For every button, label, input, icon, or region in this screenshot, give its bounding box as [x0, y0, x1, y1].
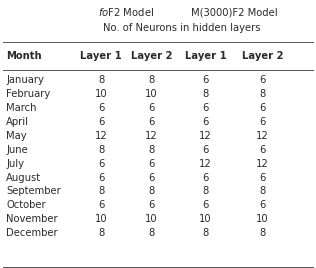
Text: 6: 6: [259, 200, 265, 210]
Text: 6: 6: [149, 103, 155, 113]
Text: 8: 8: [259, 228, 265, 238]
Text: 10: 10: [199, 214, 212, 224]
Text: 12: 12: [199, 131, 212, 141]
Text: Layer 1: Layer 1: [185, 51, 226, 61]
Text: 12: 12: [199, 159, 212, 169]
Text: 8: 8: [98, 187, 104, 196]
Text: Layer 2: Layer 2: [241, 51, 283, 61]
Text: 6: 6: [98, 159, 104, 169]
Text: Month: Month: [6, 51, 42, 61]
Text: 6: 6: [98, 173, 104, 183]
Text: 6: 6: [149, 159, 155, 169]
Text: 6: 6: [259, 117, 265, 127]
Text: 8: 8: [202, 187, 209, 196]
Text: 6: 6: [202, 117, 209, 127]
Text: 8: 8: [149, 145, 155, 155]
Text: 12: 12: [95, 131, 107, 141]
Text: 8: 8: [149, 228, 155, 238]
Text: 6: 6: [259, 75, 265, 85]
Text: May: May: [6, 131, 27, 141]
Text: No. of Neurons in hidden layers: No. of Neurons in hidden layers: [103, 23, 260, 33]
Text: December: December: [6, 228, 58, 238]
Text: 8: 8: [98, 75, 104, 85]
Text: September: September: [6, 187, 61, 196]
Text: 10: 10: [95, 214, 107, 224]
Text: 10: 10: [95, 89, 107, 99]
Text: 8: 8: [149, 75, 155, 85]
Text: 6: 6: [98, 200, 104, 210]
Text: 6: 6: [202, 173, 209, 183]
Text: 6: 6: [149, 173, 155, 183]
Text: 6: 6: [98, 103, 104, 113]
Text: 12: 12: [256, 131, 269, 141]
Text: 6: 6: [202, 103, 209, 113]
Text: 8: 8: [98, 228, 104, 238]
Text: 8: 8: [202, 228, 209, 238]
Text: 12: 12: [145, 131, 158, 141]
Text: 6: 6: [202, 200, 209, 210]
Text: 6: 6: [259, 145, 265, 155]
Text: 8: 8: [259, 89, 265, 99]
Text: M(3000)F2 Model: M(3000)F2 Model: [191, 7, 277, 17]
Text: 6: 6: [98, 117, 104, 127]
Text: 6: 6: [149, 200, 155, 210]
Text: 6: 6: [149, 117, 155, 127]
Text: 6: 6: [259, 173, 265, 183]
Text: 8: 8: [149, 187, 155, 196]
Text: November: November: [6, 214, 58, 224]
Text: Layer 2: Layer 2: [131, 51, 173, 61]
Text: 10: 10: [145, 214, 158, 224]
Text: April: April: [6, 117, 29, 127]
Text: 10: 10: [145, 89, 158, 99]
Text: March: March: [6, 103, 37, 113]
Text: June: June: [6, 145, 28, 155]
Text: October: October: [6, 200, 46, 210]
Text: August: August: [6, 173, 41, 183]
Text: 6: 6: [259, 103, 265, 113]
Text: 6: 6: [202, 145, 209, 155]
Text: July: July: [6, 159, 24, 169]
Text: 10: 10: [256, 214, 269, 224]
Text: January: January: [6, 75, 44, 85]
Text: February: February: [6, 89, 51, 99]
Text: 6: 6: [202, 75, 209, 85]
Text: $\it{fo}$F2 Model: $\it{fo}$F2 Model: [98, 6, 155, 18]
Text: 8: 8: [98, 145, 104, 155]
Text: 8: 8: [259, 187, 265, 196]
Text: 12: 12: [256, 159, 269, 169]
Text: Layer 1: Layer 1: [80, 51, 122, 61]
Text: 8: 8: [202, 89, 209, 99]
